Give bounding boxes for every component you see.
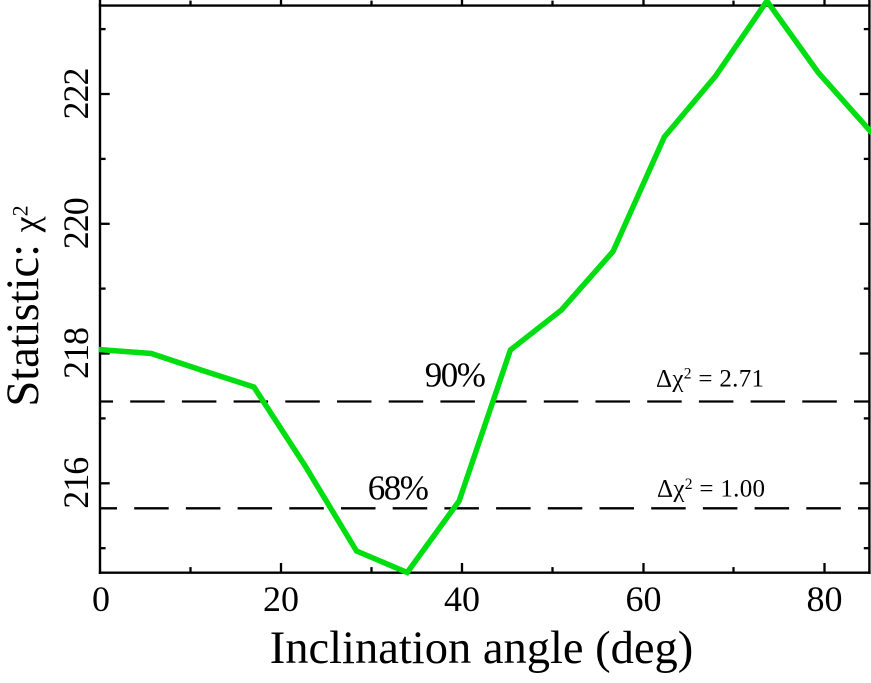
- svg-text:68%: 68%: [368, 468, 428, 507]
- svg-text:90%: 90%: [425, 356, 485, 395]
- svg-text:220: 220: [56, 198, 96, 249]
- svg-text:Δχ2 = 1.00: Δχ2 = 1.00: [657, 476, 765, 503]
- svg-text:216: 216: [56, 458, 96, 509]
- svg-text:222: 222: [56, 69, 96, 120]
- svg-text:218: 218: [56, 328, 96, 379]
- svg-text:0: 0: [92, 579, 110, 619]
- svg-text:Inclination angle (deg): Inclination angle (deg): [270, 623, 694, 674]
- svg-text:60: 60: [626, 579, 662, 619]
- svg-text:20: 20: [263, 579, 299, 619]
- svg-text:Δχ2 = 2.71: Δχ2 = 2.71: [656, 365, 764, 392]
- svg-text:40: 40: [444, 579, 480, 619]
- svg-text:80: 80: [807, 579, 843, 619]
- svg-text:Statistic: χ2: Statistic: χ2: [0, 205, 49, 406]
